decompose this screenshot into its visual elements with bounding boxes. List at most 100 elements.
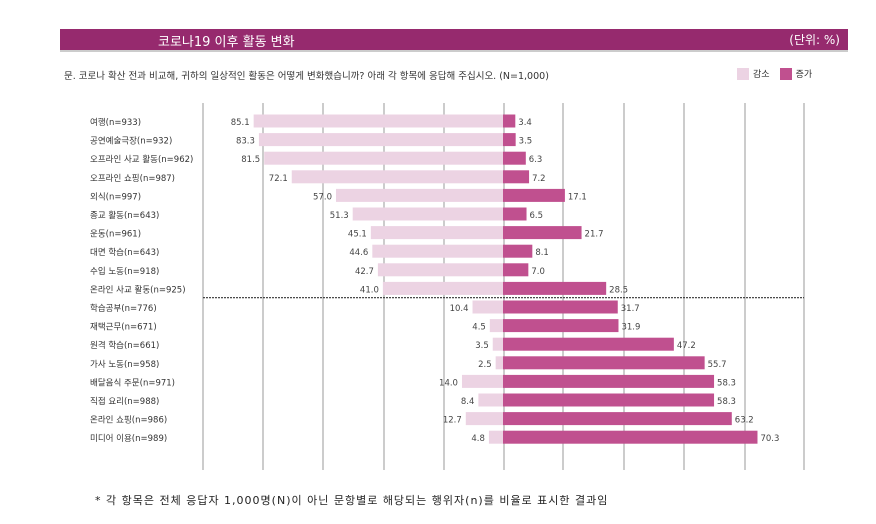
- data-label-increase: 31.9: [621, 323, 640, 333]
- data-label-decrease: 4.8: [471, 434, 485, 444]
- category-label: 온라인 사교 활동(n=925): [90, 284, 186, 295]
- data-label-increase: 7.2: [532, 174, 546, 184]
- bar-increase: [503, 263, 529, 277]
- bar-increase: [503, 356, 705, 370]
- data-label-increase: 6.3: [529, 155, 543, 165]
- bar-increase: [503, 170, 530, 184]
- legend-swatch-decrease: [737, 67, 749, 80]
- bar-decrease: [377, 263, 503, 277]
- bar-increase: [503, 244, 533, 258]
- data-label-decrease: 57.0: [313, 192, 332, 202]
- data-label-decrease: 83.3: [236, 137, 255, 147]
- title-bar: 코로나19 이후 활동 변화 (단위: %): [60, 29, 848, 52]
- category-label: 직접 요리(n=988): [90, 396, 159, 407]
- data-label-increase: 58.3: [717, 378, 736, 388]
- data-label-decrease: 42.7: [355, 267, 374, 277]
- chart-title: 코로나19 이후 활동 변화: [158, 35, 295, 50]
- category-label: 원격 학습(n=661): [90, 340, 159, 351]
- unit-label: (단위: %): [789, 33, 840, 47]
- bar-decrease: [291, 170, 503, 184]
- category-label: 공연예술극장(n=932): [90, 136, 172, 147]
- question-text: 문. 코로나 확산 전과 비교해, 귀하의 일상적인 활동은 어떻게 변화했습니…: [64, 71, 549, 82]
- data-label-increase: 3.5: [519, 137, 533, 147]
- category-label: 배달음식 주문(n=971): [90, 377, 175, 388]
- category-label: 오프라인 사교 활동(n=962): [90, 154, 193, 165]
- legend: 감소 증가: [737, 67, 812, 80]
- footnote: * 각 항목은 전체 응답자 1,000명(N)이 아닌 문항별로 해당되는 행…: [95, 494, 609, 507]
- category-label: 외식(n=997): [90, 191, 141, 202]
- bar-decrease: [382, 281, 503, 295]
- category-label: 대면 학습(n=643): [90, 247, 159, 258]
- bar-increase: [503, 412, 732, 426]
- category-label: 미디어 이용(n=989): [90, 433, 167, 444]
- bar-increase: [503, 319, 619, 333]
- bar-increase: [503, 114, 516, 128]
- bar-increase: [503, 393, 715, 407]
- legend-label-decrease: 감소: [753, 70, 770, 80]
- bar-decrease: [478, 393, 503, 407]
- category-label: 운동(n=961): [90, 230, 141, 240]
- legend-swatch-increase: [779, 67, 792, 80]
- data-label-increase: 63.2: [735, 416, 754, 426]
- bar-decrease: [495, 356, 503, 370]
- bar-increase: [503, 281, 607, 295]
- bar-decrease: [352, 207, 503, 221]
- bar-decrease: [488, 430, 503, 444]
- data-label-decrease: 3.5: [475, 341, 489, 351]
- data-label-decrease: 4.5: [472, 323, 486, 333]
- bar-increase: [503, 374, 715, 388]
- data-label-increase: 8.1: [535, 248, 549, 258]
- data-label-decrease: 41.0: [360, 285, 379, 295]
- bar-decrease: [253, 114, 503, 128]
- bar-decrease: [461, 374, 503, 388]
- bar-increase: [503, 207, 527, 221]
- legend-label-increase: 증가: [795, 70, 813, 80]
- category-label: 가사 노동(n=958): [90, 360, 159, 370]
- category-label: 학습공부(n=776): [90, 303, 157, 314]
- data-label-decrease: 51.3: [330, 211, 349, 221]
- bar-decrease: [258, 133, 503, 147]
- bar-decrease: [264, 151, 503, 165]
- bar-increase: [503, 151, 526, 165]
- data-label-increase: 28.5: [609, 285, 628, 295]
- data-label-decrease: 12.7: [443, 416, 462, 426]
- bar-increase: [503, 300, 618, 314]
- bar-decrease: [489, 319, 503, 333]
- bar-increase: [503, 337, 674, 351]
- bar-increase: [503, 188, 565, 202]
- data-label-increase: 55.7: [708, 360, 727, 370]
- category-label: 오프라인 쇼핑(n=987): [90, 173, 175, 184]
- data-label-increase: 6.5: [530, 211, 544, 221]
- data-label-increase: 7.0: [531, 267, 545, 277]
- data-label-decrease: 8.4: [461, 397, 475, 407]
- data-label-decrease: 85.1: [231, 118, 250, 128]
- data-label-decrease: 10.4: [450, 304, 469, 314]
- category-label: 재택근무(n=671): [90, 322, 157, 333]
- bar-decrease: [335, 188, 503, 202]
- data-label-increase: 21.7: [585, 230, 604, 240]
- data-label-decrease: 45.1: [348, 230, 367, 240]
- data-label-decrease: 81.5: [241, 155, 260, 165]
- data-label-increase: 31.7: [621, 304, 640, 314]
- category-label: 여행(n=933): [90, 117, 141, 128]
- data-label-decrease: 2.5: [478, 360, 492, 370]
- data-label-increase: 70.3: [760, 434, 779, 444]
- data-label-decrease: 72.1: [269, 174, 288, 184]
- category-label: 온라인 쇼핑(n=986): [90, 415, 167, 426]
- data-label-increase: 17.1: [568, 192, 587, 202]
- data-label-increase: 58.3: [717, 397, 736, 407]
- bar-increase: [503, 133, 516, 147]
- bar-decrease: [372, 244, 503, 258]
- bar-increase: [503, 226, 582, 240]
- data-label-decrease: 44.6: [349, 248, 368, 258]
- bar-decrease: [492, 337, 503, 351]
- bar-decrease: [472, 300, 503, 314]
- data-label-increase: 47.2: [677, 341, 696, 351]
- data-label-decrease: 14.0: [439, 378, 458, 388]
- data-label-increase: 3.4: [518, 118, 532, 128]
- category-label: 종교 활동(n=643): [90, 210, 159, 221]
- bar-decrease: [465, 412, 503, 426]
- category-label: 수입 노동(n=918): [90, 267, 159, 277]
